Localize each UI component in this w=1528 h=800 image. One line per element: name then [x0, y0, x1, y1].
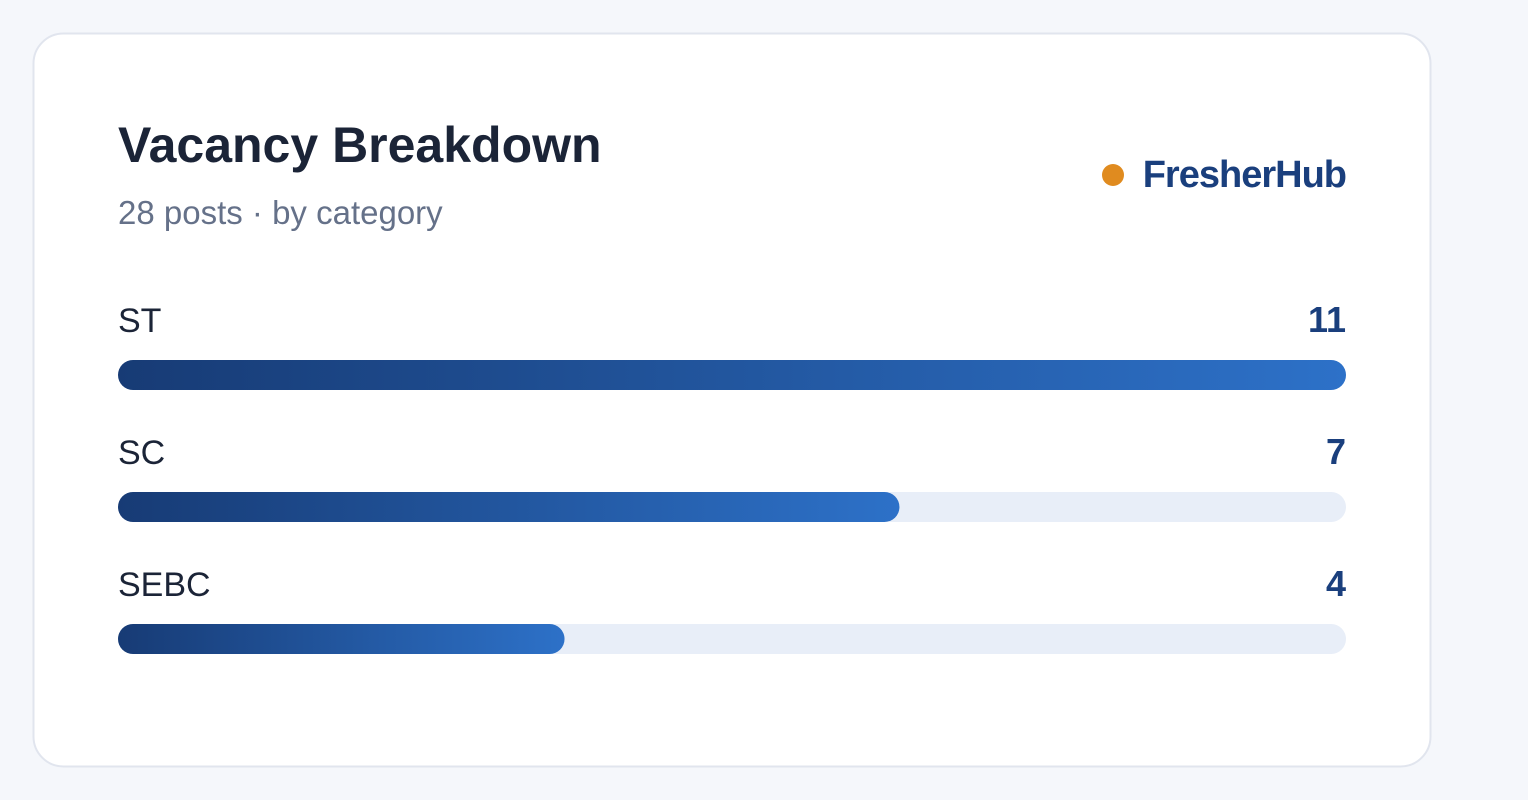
- chart-subtitle: 28 posts · by category: [118, 194, 443, 231]
- chart-title: Vacancy Breakdown: [118, 117, 602, 173]
- bar: [118, 624, 565, 654]
- category-label: SEBC: [118, 566, 211, 604]
- value-label: 7: [1326, 431, 1346, 472]
- value-label: 4: [1326, 563, 1346, 604]
- category-label: ST: [118, 302, 161, 340]
- value-label: 11: [1308, 299, 1346, 340]
- bar: [118, 360, 1346, 390]
- brand-name: FresherHub: [1143, 154, 1346, 196]
- category-label: SC: [118, 434, 165, 472]
- card: [32, 32, 1432, 768]
- bar: [118, 492, 900, 522]
- brand-dot: [1102, 164, 1124, 186]
